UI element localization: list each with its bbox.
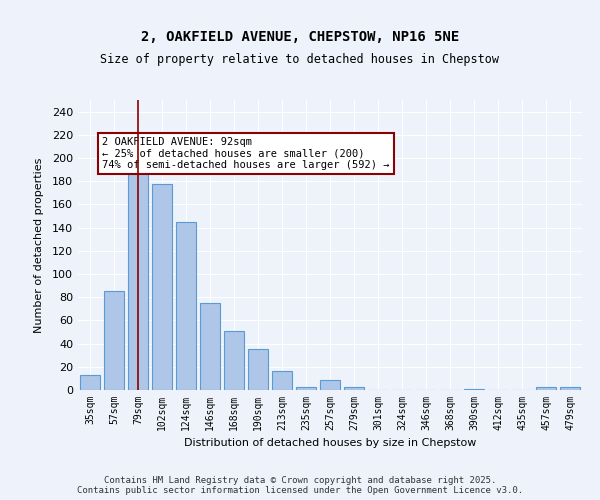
Bar xyxy=(248,350,268,390)
Bar xyxy=(104,292,124,390)
Bar xyxy=(152,184,172,390)
Bar xyxy=(128,162,148,390)
Bar xyxy=(224,331,244,390)
Bar xyxy=(80,375,100,390)
Bar xyxy=(344,386,364,390)
Bar xyxy=(560,386,580,390)
Bar xyxy=(296,386,316,390)
Y-axis label: Number of detached properties: Number of detached properties xyxy=(34,158,44,332)
X-axis label: Distribution of detached houses by size in Chepstow: Distribution of detached houses by size … xyxy=(184,438,476,448)
Bar xyxy=(320,380,340,390)
Text: Contains HM Land Registry data © Crown copyright and database right 2025.
Contai: Contains HM Land Registry data © Crown c… xyxy=(77,476,523,495)
Bar xyxy=(536,386,556,390)
Bar xyxy=(464,389,484,390)
Text: 2, OAKFIELD AVENUE, CHEPSTOW, NP16 5NE: 2, OAKFIELD AVENUE, CHEPSTOW, NP16 5NE xyxy=(141,30,459,44)
Bar xyxy=(200,303,220,390)
Text: 2 OAKFIELD AVENUE: 92sqm
← 25% of detached houses are smaller (200)
74% of semi-: 2 OAKFIELD AVENUE: 92sqm ← 25% of detach… xyxy=(102,137,389,170)
Bar xyxy=(272,372,292,390)
Text: Size of property relative to detached houses in Chepstow: Size of property relative to detached ho… xyxy=(101,52,499,66)
Bar xyxy=(176,222,196,390)
